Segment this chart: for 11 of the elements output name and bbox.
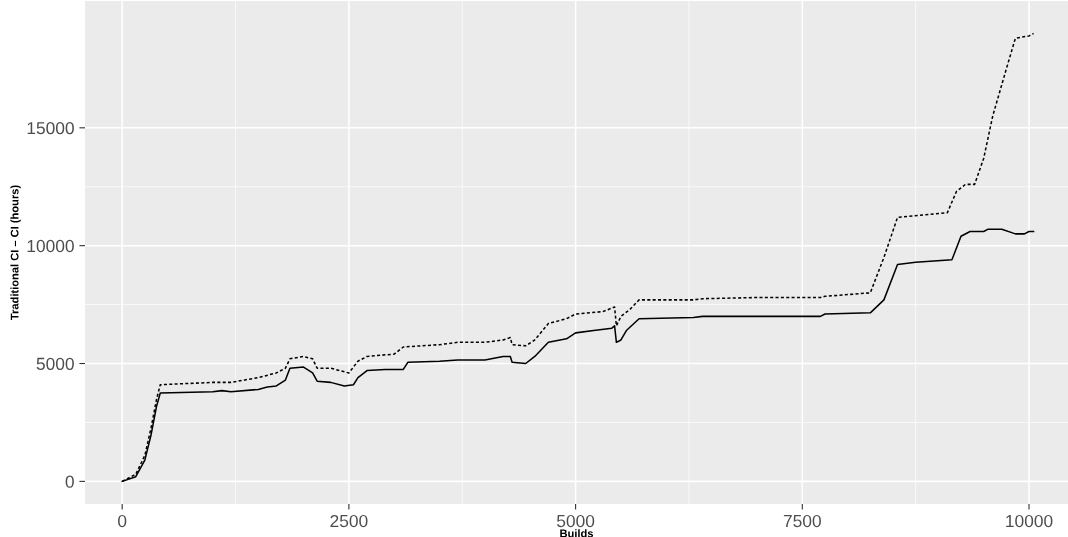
y-axis-title: Traditional CI – CI (hours) [10,185,21,320]
y-tick-label: 0 [65,475,74,488]
x-axis-title: Builds [560,529,594,537]
x-tick-label: 10000 [1006,514,1053,528]
x-tick-label: 5000 [556,514,595,528]
x-tick-label: 0 [118,514,127,528]
x-tick-label: 7500 [783,514,821,528]
y-tick-label: 10000 [27,239,74,253]
y-tick-label: 15000 [27,121,74,135]
y-tick-label: 5000 [36,357,74,370]
x-tick-label: 2500 [330,514,368,528]
